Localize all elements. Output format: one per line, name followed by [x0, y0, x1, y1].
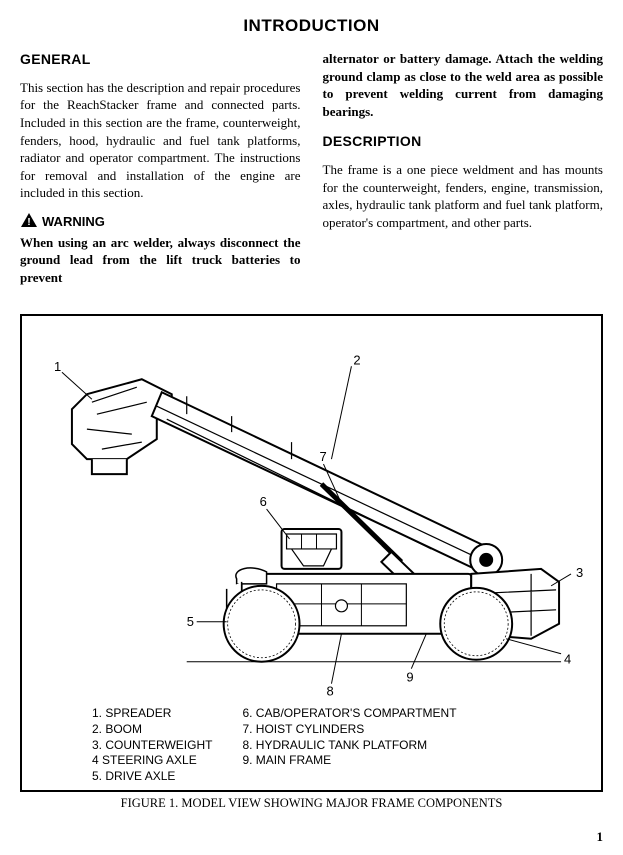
legend-col-a: 1. SPREADER 2. BOOM 3. COUNTERWEIGHT 4 S… [92, 706, 212, 784]
callout-8: 8 [326, 684, 333, 699]
left-column: GENERAL This section has the description… [20, 50, 301, 296]
callout-3: 3 [576, 565, 583, 580]
callout-5: 5 [187, 614, 194, 629]
callout-1: 1 [54, 360, 61, 375]
legend-col-b: 6. CAB/OPERATOR'S COMPARTMENT 7. HOIST C… [242, 706, 456, 784]
general-paragraph: This section has the description and rep… [20, 79, 301, 202]
legend-item: 1. SPREADER [92, 706, 212, 722]
description-heading: DESCRIPTION [323, 132, 604, 151]
right-column: alternator or battery damage. Attach the… [323, 50, 604, 296]
figure-legend: 1. SPREADER 2. BOOM 3. COUNTERWEIGHT 4 S… [92, 706, 591, 784]
callout-6: 6 [260, 494, 267, 509]
legend-item: 4 STEERING AXLE [92, 753, 212, 769]
legend-item: 3. COUNTERWEIGHT [92, 738, 212, 754]
callout-4: 4 [564, 652, 571, 667]
legend-item: 5. DRIVE AXLE [92, 769, 212, 785]
warning-text-left: When using an arc welder, always disconn… [20, 234, 301, 287]
callout-2: 2 [353, 353, 360, 368]
page-number: 1 [597, 829, 604, 845]
text-columns: GENERAL This section has the description… [20, 50, 603, 296]
callout-7: 7 [319, 449, 326, 464]
figure-caption: FIGURE 1. MODEL VIEW SHOWING MAJOR FRAME… [20, 796, 603, 811]
warning-text-right: alternator or battery damage. Attach the… [323, 50, 604, 120]
legend-item: 2. BOOM [92, 722, 212, 738]
reachstacker-diagram: 1 2 3 4 5 6 7 8 9 [32, 324, 591, 704]
legend-item: 7. HOIST CYLINDERS [242, 722, 456, 738]
callout-9: 9 [406, 670, 413, 685]
description-paragraph: The frame is a one piece weldment and ha… [323, 161, 604, 231]
legend-item: 8. HYDRAULIC TANK PLATFORM [242, 738, 456, 754]
warning-label: WARNING [42, 213, 105, 231]
page-title: INTRODUCTION [20, 16, 603, 36]
general-heading: GENERAL [20, 50, 301, 69]
warning-heading: ! WARNING [20, 212, 301, 232]
warning-icon: ! [20, 212, 38, 232]
figure-box: 1 2 3 4 5 6 7 8 9 1. SPREADER 2. BOOM 3.… [20, 314, 603, 792]
legend-item: 9. MAIN FRAME [242, 753, 456, 769]
svg-text:!: ! [27, 216, 31, 228]
legend-item: 6. CAB/OPERATOR'S COMPARTMENT [242, 706, 456, 722]
